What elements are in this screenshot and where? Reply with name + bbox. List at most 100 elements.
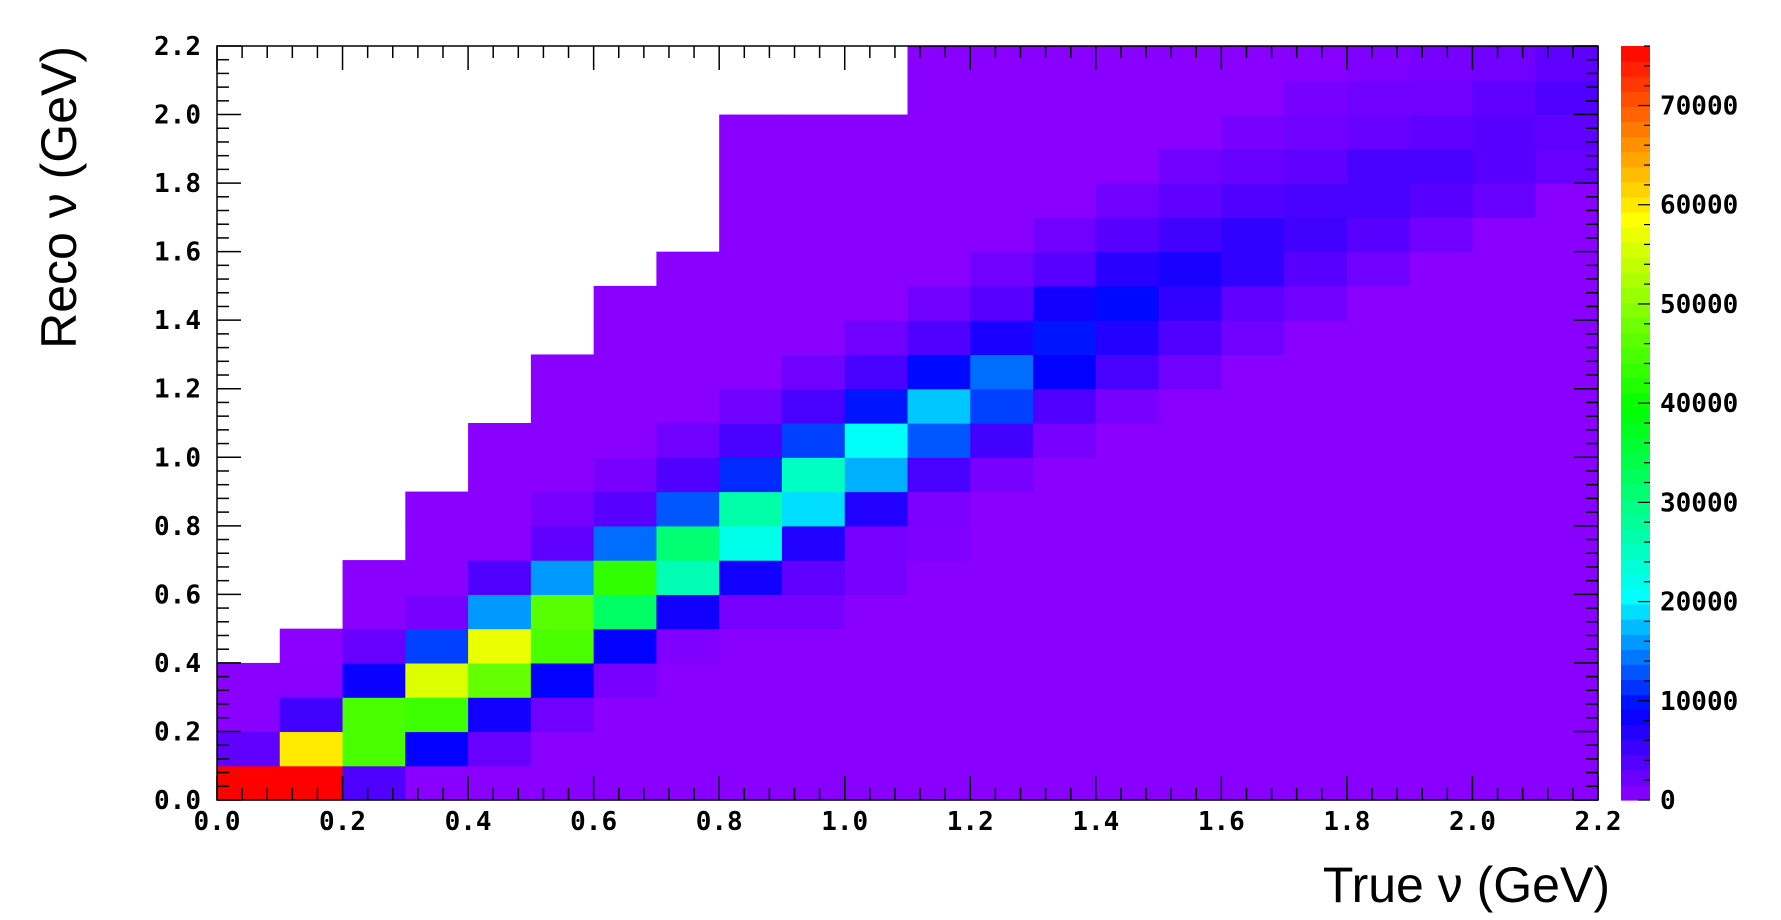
heatmap-cell — [1033, 388, 1097, 424]
colorbar-step — [1621, 423, 1650, 439]
heatmap-cell — [1472, 731, 1536, 767]
colorbar-step — [1621, 287, 1650, 303]
heatmap-cell — [1095, 183, 1160, 218]
heatmap-cell — [1409, 80, 1474, 116]
heatmap-cell — [1221, 423, 1285, 458]
heatmap-cell — [1472, 354, 1536, 390]
heatmap-cell — [593, 560, 658, 595]
heatmap-cell — [468, 423, 532, 458]
colorbar-step — [1621, 106, 1650, 122]
heatmap-cell — [844, 765, 909, 801]
colorbar-tick-label: 10000 — [1660, 687, 1738, 717]
heatmap-cell — [1346, 423, 1411, 458]
heatmap-cell — [781, 662, 846, 698]
heatmap-cell — [656, 285, 720, 321]
heatmap-cell — [1284, 628, 1348, 664]
heatmap-cell — [530, 594, 595, 630]
heatmap-cell — [1284, 217, 1348, 253]
heatmap-cell — [1284, 457, 1348, 493]
heatmap-cell — [907, 148, 971, 184]
heatmap-cell — [1033, 183, 1097, 218]
heatmap-cell — [844, 662, 909, 698]
heatmap-cell — [1409, 388, 1474, 424]
heatmap-cell — [1409, 491, 1474, 527]
heatmap-cell — [1535, 491, 1599, 527]
heatmap-cell — [1284, 491, 1348, 527]
heatmap-cell — [1158, 80, 1222, 116]
heatmap-cell — [1284, 183, 1348, 218]
heatmap-cell — [844, 217, 909, 253]
heatmap-cell — [1033, 320, 1097, 356]
heatmap-cell — [1346, 251, 1411, 287]
heatmap-cell — [781, 388, 846, 424]
heatmap-cell — [781, 217, 846, 253]
heatmap-cell — [781, 731, 846, 767]
x-tick-label: 1.6 — [1198, 807, 1245, 837]
colorbar-step — [1621, 679, 1650, 696]
heatmap-cell — [970, 183, 1034, 218]
heatmap-cell — [1158, 183, 1222, 218]
colorbar-step — [1621, 121, 1650, 138]
heatmap-cell — [1535, 594, 1599, 630]
colorbar-step — [1621, 226, 1650, 243]
heatmap-cell — [1284, 697, 1348, 733]
heatmap-cell — [970, 46, 1034, 81]
plot-frame — [216, 45, 1599, 801]
heatmap-cell — [907, 251, 971, 287]
heatmap-cell — [530, 628, 595, 664]
heatmap-cell — [1535, 765, 1599, 801]
heatmap-cell — [405, 662, 469, 698]
heatmap-cell — [1033, 765, 1097, 801]
heatmap-cell — [781, 594, 846, 630]
heatmap-cell — [1346, 731, 1411, 767]
heatmap-cell — [1095, 285, 1160, 321]
heatmap-cell — [781, 560, 846, 595]
heatmap-cell — [656, 731, 720, 767]
heatmap-cell — [1284, 80, 1348, 116]
colorbar-step — [1621, 438, 1650, 454]
heatmap-cell — [405, 525, 469, 561]
heatmap-cell — [719, 217, 783, 253]
heatmap-cell — [907, 697, 971, 733]
heatmap-cell — [656, 354, 720, 390]
colorbar-step — [1621, 347, 1650, 364]
heatmap-cell — [1158, 217, 1222, 253]
heatmap-cell — [907, 560, 971, 595]
heatmap-cell — [593, 320, 658, 356]
colorbar-step — [1621, 739, 1650, 756]
heatmap-cell — [1095, 148, 1160, 184]
heatmap-cell — [530, 491, 595, 527]
heatmap-cell — [1033, 697, 1097, 733]
heatmap-cell — [1535, 731, 1599, 767]
heatmap-cell — [468, 491, 532, 527]
heatmap-cell — [1221, 320, 1285, 356]
heatmap-cell — [1284, 765, 1348, 801]
heatmap-cell — [279, 697, 344, 733]
heatmap-cell — [1033, 628, 1097, 664]
heatmap-cell — [907, 80, 971, 116]
heatmap-cell — [1284, 525, 1348, 561]
heatmap-cell — [1221, 525, 1285, 561]
heatmap-cell — [1535, 628, 1599, 664]
heatmap-cell — [1095, 765, 1160, 801]
heatmap-cells — [217, 46, 1599, 801]
heatmap-cell — [1095, 491, 1160, 527]
heatmap-cell — [1535, 457, 1599, 493]
colorbar-step — [1621, 332, 1650, 349]
heatmap-cell — [1033, 285, 1097, 321]
heatmap-cell — [342, 560, 406, 595]
heatmap-cell — [1346, 525, 1411, 561]
y-tick-label: 1.6 — [154, 238, 201, 268]
heatmap-cell — [1346, 148, 1411, 184]
heatmap-cell — [1284, 251, 1348, 287]
heatmap-cell — [1346, 697, 1411, 733]
heatmap-cell — [907, 594, 971, 630]
heatmap-cell — [656, 765, 720, 801]
heatmap-cell — [342, 765, 406, 801]
heatmap-cell — [781, 320, 846, 356]
heatmap-cell — [1095, 354, 1160, 390]
heatmap-cell — [970, 560, 1034, 595]
heatmap-cell — [1095, 731, 1160, 767]
heatmap-cell — [1033, 251, 1097, 287]
heatmap-cell — [1284, 148, 1348, 184]
